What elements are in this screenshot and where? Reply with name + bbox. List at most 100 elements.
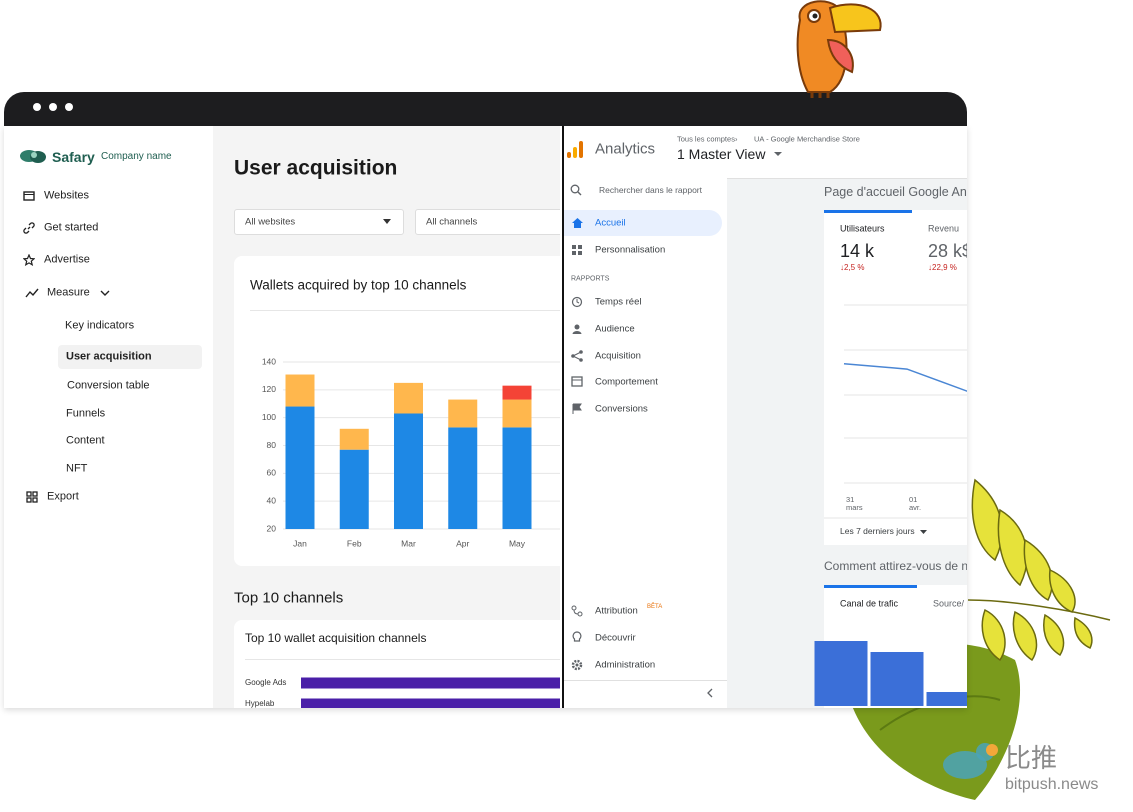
ga-nav bbox=[564, 178, 727, 708]
dropdown-arrow bbox=[920, 530, 927, 534]
x-tick-label: Jan bbox=[293, 538, 307, 548]
sidebar: Safary Company name Websites Get started… bbox=[4, 126, 213, 708]
bar bbox=[285, 406, 315, 529]
ga-nav-item[interactable]: Personnalisation bbox=[595, 244, 666, 256]
chart-card bbox=[234, 620, 560, 708]
icon bbox=[572, 245, 582, 255]
badge: BÊTA bbox=[647, 604, 663, 610]
x-tick-label: 01 avr. bbox=[909, 495, 922, 512]
chart-title: Wallets acquired by top 10 channels bbox=[250, 277, 467, 293]
divider bbox=[245, 659, 560, 660]
icon bbox=[23, 222, 35, 234]
ga-nav-item[interactable]: Découvrir bbox=[595, 632, 636, 644]
divider bbox=[250, 310, 560, 311]
search-icon bbox=[570, 184, 582, 196]
nav-item[interactable]: Get started bbox=[44, 221, 99, 234]
sub-nav-item[interactable]: Funnels bbox=[66, 407, 106, 420]
nav-item[interactable]: Measure bbox=[47, 286, 90, 299]
ga-product: Analytics bbox=[595, 140, 656, 158]
dropdown-arrow bbox=[383, 219, 391, 224]
metric-change: ↓22,9 % bbox=[928, 263, 957, 272]
metric-label: Utilisateurs bbox=[840, 223, 885, 234]
icon bbox=[572, 218, 583, 228]
hbar-chart: Google Ads Hypelab bbox=[245, 677, 560, 708]
filter-select[interactable]: All channels bbox=[415, 209, 560, 235]
filter-label: All websites bbox=[245, 216, 296, 228]
view-selector[interactable]: 1 Master View bbox=[677, 146, 766, 162]
breadcrumb-separator: › bbox=[735, 134, 738, 144]
bar bbox=[448, 427, 478, 529]
date-range[interactable]: Les 7 derniers jours bbox=[840, 525, 915, 536]
ga-nav-item[interactable]: Audience bbox=[595, 323, 635, 335]
ga-nav-item[interactable]: Acquisition bbox=[595, 350, 641, 362]
bar bbox=[301, 677, 560, 689]
nav-item[interactable]: Advertise bbox=[44, 253, 90, 266]
sub-nav-item[interactable]: NFT bbox=[66, 462, 88, 475]
active-highlight bbox=[58, 345, 202, 369]
bar bbox=[339, 428, 369, 450]
section-title: Top 10 channels bbox=[234, 589, 344, 607]
nav-item[interactable]: Websites bbox=[44, 189, 90, 202]
filter-select[interactable]: All websites bbox=[234, 209, 404, 235]
window-titlebar bbox=[4, 92, 967, 132]
chart-title: Top 10 wallet acquisition channels bbox=[245, 631, 427, 645]
metric-label: Revenu bbox=[928, 223, 960, 234]
stacked-bar-chart: 20 40 60 80 100 120 140 Jan Feb Mar Apr May bbox=[262, 356, 560, 548]
window-dot bbox=[33, 103, 41, 111]
tab-indicator bbox=[824, 585, 917, 588]
company: Company name bbox=[101, 151, 172, 162]
x-tick-label: Apr bbox=[456, 538, 469, 548]
sub-nav-item[interactable]: User acquisition bbox=[66, 350, 152, 363]
ga-logo bbox=[567, 141, 583, 158]
bar-chart bbox=[814, 641, 967, 706]
bar bbox=[394, 382, 423, 414]
y-tick-label: Google Ads bbox=[245, 678, 286, 687]
y-tick-label: 60 bbox=[267, 468, 277, 478]
line bbox=[843, 362, 967, 392]
ga-page-title: Page d'accueil Google Analy bbox=[824, 184, 967, 199]
breadcrumb: Tous les comptes bbox=[677, 134, 735, 144]
bar bbox=[285, 374, 315, 407]
metric-change: ↓2,5 % bbox=[840, 263, 865, 272]
ga-nav-item[interactable]: Conversions bbox=[595, 403, 648, 415]
bar bbox=[394, 413, 423, 529]
y-tick-label: 40 bbox=[267, 495, 277, 505]
ga-nav-item[interactable]: Administration bbox=[595, 659, 656, 671]
ga-nav-item[interactable]: Attribution bbox=[595, 605, 638, 617]
chevron bbox=[100, 290, 110, 296]
x-tick-label: Mar bbox=[401, 538, 416, 548]
collapse-button[interactable] bbox=[706, 688, 714, 698]
page-title: User acquisition bbox=[234, 156, 398, 180]
y-tick-label: Hypelab bbox=[245, 699, 275, 708]
watermark-bird bbox=[943, 743, 998, 779]
bar bbox=[448, 399, 478, 428]
ga-nav-item[interactable]: Temps réel bbox=[595, 296, 642, 308]
icon bbox=[25, 288, 39, 298]
icon bbox=[23, 191, 35, 201]
x-tick-label: Feb bbox=[347, 538, 362, 548]
main-content: User acquisition All websites All channe… bbox=[213, 126, 560, 708]
window-dot bbox=[65, 103, 73, 111]
watermark: bitpush.news bbox=[1005, 776, 1099, 793]
bar bbox=[339, 449, 369, 529]
ga-section-title: Comment attirez-vous de n bbox=[824, 559, 967, 573]
sub-nav-item[interactable]: Conversion table bbox=[67, 379, 150, 392]
tab-indicator bbox=[824, 210, 912, 213]
section-label: RAPPORTS bbox=[571, 275, 610, 283]
ga-card bbox=[824, 210, 967, 545]
dropdown-arrow bbox=[774, 152, 782, 156]
sub-nav-item[interactable]: Key indicators bbox=[65, 319, 135, 332]
bar bbox=[301, 698, 560, 708]
grid bbox=[824, 304, 967, 519]
ga-nav-item[interactable]: Accueil bbox=[595, 217, 626, 229]
ga-nav-item[interactable]: Comportement bbox=[595, 376, 658, 388]
tab[interactable]: Source/ bbox=[933, 598, 965, 609]
sub-nav-item[interactable]: Content bbox=[66, 434, 105, 447]
x-tick-label: 31 mars bbox=[846, 495, 863, 512]
search-field[interactable]: Rechercher dans le rapport bbox=[599, 184, 703, 195]
tab[interactable]: Canal de trafic bbox=[840, 598, 899, 609]
nav-item[interactable]: Export bbox=[47, 490, 79, 503]
y-tick-label: 20 bbox=[267, 523, 277, 533]
active-highlight bbox=[564, 210, 722, 236]
toucan bbox=[796, 0, 882, 98]
